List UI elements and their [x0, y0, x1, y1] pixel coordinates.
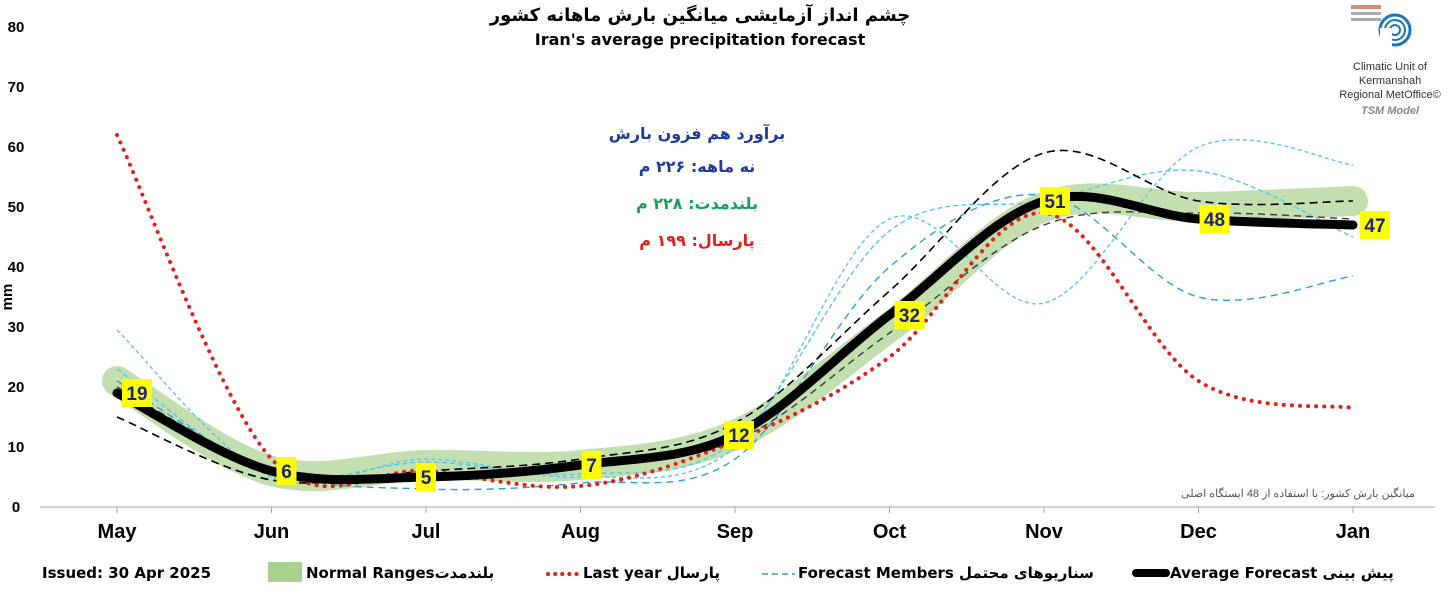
y-tick-label: 0: [12, 499, 20, 516]
note-line3: بلندمدت: ۲۲۸ م: [636, 194, 758, 213]
logo-line1: Climatic Unit of: [1353, 61, 1428, 73]
x-tick-label: Jan: [1336, 521, 1370, 543]
data-label: 48: [1204, 210, 1225, 231]
data-label: 5: [421, 468, 432, 489]
x-tick-label: Jul: [412, 521, 441, 543]
x-tick-label: Oct: [873, 521, 907, 543]
x-tick-label: Nov: [1025, 521, 1064, 543]
note-line4: پارسال: ۱۹۹ م: [639, 231, 754, 251]
y-tick-label: 40: [8, 259, 25, 276]
legend-normal-label: Normal Rangesبلندمدت: [306, 564, 494, 582]
y-tick-label: 30: [8, 319, 25, 336]
metoffice-logo-icon: [1351, 5, 1412, 47]
note-line2: نه ماهه: ۲۲۶ م: [639, 157, 756, 176]
x-tick-label: Sep: [717, 521, 754, 543]
data-label-box: [1360, 211, 1390, 239]
data-label-box: [416, 463, 436, 491]
y-tick-label: 60: [8, 139, 25, 156]
data-label-box: [276, 457, 297, 485]
x-tick-label: Dec: [1180, 521, 1217, 543]
logo-line2: Kermanshah: [1359, 75, 1421, 87]
chart-title-en: Iran's average precipitation forecast: [535, 30, 866, 49]
data-label: 6: [281, 462, 292, 483]
data-label-box: [1199, 205, 1230, 233]
data-label: 32: [899, 306, 920, 327]
legend-average-label: Average Forecast پیش بینی: [1170, 564, 1394, 583]
legend-normal-swatch: [268, 562, 302, 582]
x-tick-label: Aug: [561, 521, 600, 543]
y-tick-label: 70: [8, 79, 25, 96]
stations-footnote: میانگین بارش کشور: با استفاده از 48 ایست…: [1181, 487, 1415, 500]
note-line1: برآورد هم فزون بارش: [609, 123, 786, 143]
data-label-box: [581, 451, 602, 479]
logo-model: TSM Model: [1361, 105, 1420, 117]
x-tick-label: Jun: [254, 521, 290, 543]
data-label: 12: [728, 426, 749, 447]
y-tick-label: 20: [8, 379, 25, 396]
legend-last-year-label: Last year پارسال: [583, 564, 720, 583]
data-label: 7: [586, 456, 597, 477]
logo-line3: Regional MetOffice©: [1339, 89, 1440, 101]
data-label-box: [122, 379, 152, 407]
legend-members-label: Forecast Members سناریوهای محتمل: [798, 564, 1094, 582]
data-label: 47: [1364, 216, 1385, 237]
y-tick-label: 50: [8, 199, 25, 216]
data-label-box: [1040, 187, 1070, 215]
y-tick-label: 10: [8, 439, 25, 456]
data-label: 19: [126, 384, 147, 405]
y-axis-label: mm: [0, 284, 16, 311]
data-label-box: [894, 301, 925, 329]
x-tick-label: May: [98, 521, 138, 543]
issued-date: Issued: 30 Apr 2025: [42, 564, 211, 582]
y-tick-label: 80: [8, 19, 25, 36]
data-label-box: [724, 421, 754, 449]
chart-title-fa: چشم انداز آزمایشی میانگین بارش ماهانه کش…: [489, 3, 911, 26]
data-label: 51: [1044, 192, 1066, 213]
